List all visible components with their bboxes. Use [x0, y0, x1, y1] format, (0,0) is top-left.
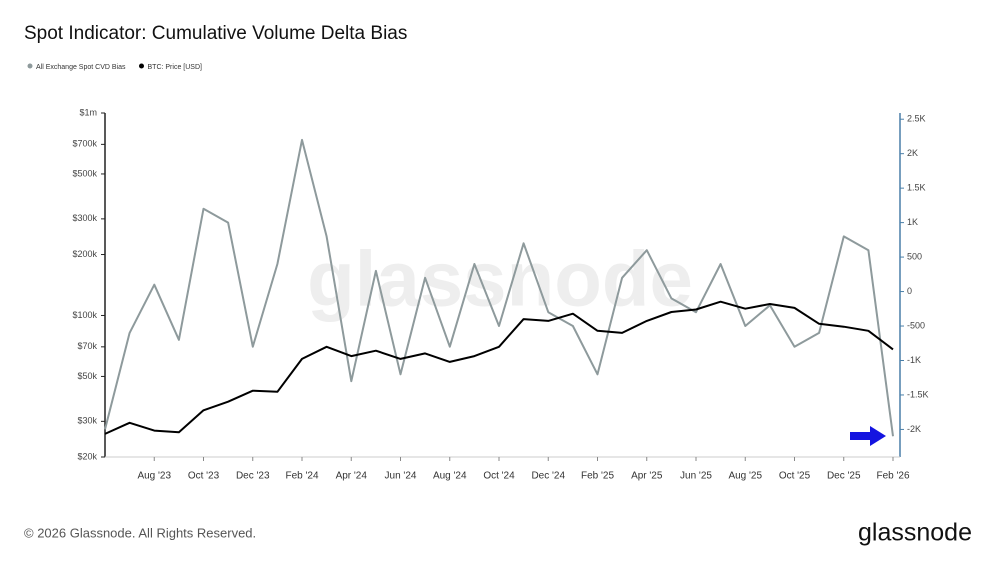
y-tick-label: $100k: [72, 310, 97, 320]
y2-tick-label: 1.5K: [907, 183, 926, 193]
y-tick-label: $70k: [77, 341, 97, 351]
x-tick-label: Oct '24: [483, 471, 515, 482]
x-tick-label: Jun '24: [385, 471, 417, 482]
x-tick-label: Aug '25: [728, 471, 762, 482]
y2-tick-label: -1.5K: [907, 389, 929, 399]
x-tick-label: Jun '25: [680, 471, 712, 482]
y2-tick-label: 1K: [907, 217, 918, 227]
y-tick-label: $700k: [72, 139, 97, 149]
legend-label: All Exchange Spot CVD Bias: [36, 64, 126, 71]
x-tick-label: Dec '23: [236, 471, 270, 482]
y2-tick-label: -2K: [907, 424, 921, 434]
y-tick-label: $30k: [77, 416, 97, 426]
y2-tick-label: 0: [907, 286, 912, 296]
logo: glassnode: [858, 519, 972, 547]
x-tick-label: Aug '24: [433, 471, 467, 482]
chart-title: Spot Indicator: Cumulative Volume Delta …: [24, 23, 407, 44]
arrow: [850, 426, 886, 446]
plot-area: $20k $30k $50k $70k $100k $200k $300k $500k $700…: [72, 107, 928, 481]
x-tick-label: Dec '25: [827, 471, 861, 482]
y2-tick-label: 2K: [907, 148, 918, 158]
footer: © 2026 Glassnode. All Rights Reserved.: [24, 525, 256, 540]
x-tick-label: Feb '24: [285, 471, 318, 482]
x-tick-label: Feb '26: [876, 471, 909, 482]
x-tick-label: Apr '24: [336, 471, 368, 482]
x-tick-label: Dec '24: [531, 471, 565, 482]
y-tick-label: $1m: [79, 107, 97, 117]
legend-swatch: [27, 63, 33, 69]
y2-tick-label: -1K: [907, 355, 921, 365]
y-tick-label: $300k: [72, 213, 97, 223]
x-tick-label: Oct '23: [188, 471, 220, 482]
x-tick-label: Oct '25: [779, 471, 811, 482]
arrow-head: [870, 426, 886, 446]
y-tick-label: $50k: [77, 371, 97, 381]
legend-label: BTC: Price [USD]: [148, 64, 203, 71]
legend-swatch: [139, 63, 144, 69]
y-tick-label: $20k: [77, 451, 97, 461]
y2-tick-label: 500: [907, 251, 922, 261]
x-tick-label: Apr '25: [631, 471, 663, 482]
series-line: [104, 300, 894, 435]
x-tick-label: Feb '25: [581, 471, 614, 482]
legend: All Exchange Spot CVD Bias BTC: Price [US…: [27, 63, 203, 71]
y-tick-label: $200k: [72, 249, 97, 259]
y2-tick-label: -500: [907, 320, 925, 330]
y2-tick-label: 2.5K: [907, 114, 926, 124]
x-tick-label: Aug '23: [137, 471, 171, 482]
watermark: glassnode: [307, 235, 693, 323]
y-tick-label: $500k: [72, 168, 97, 178]
series-line: [104, 138, 894, 437]
arrow-shaft: [850, 432, 872, 440]
